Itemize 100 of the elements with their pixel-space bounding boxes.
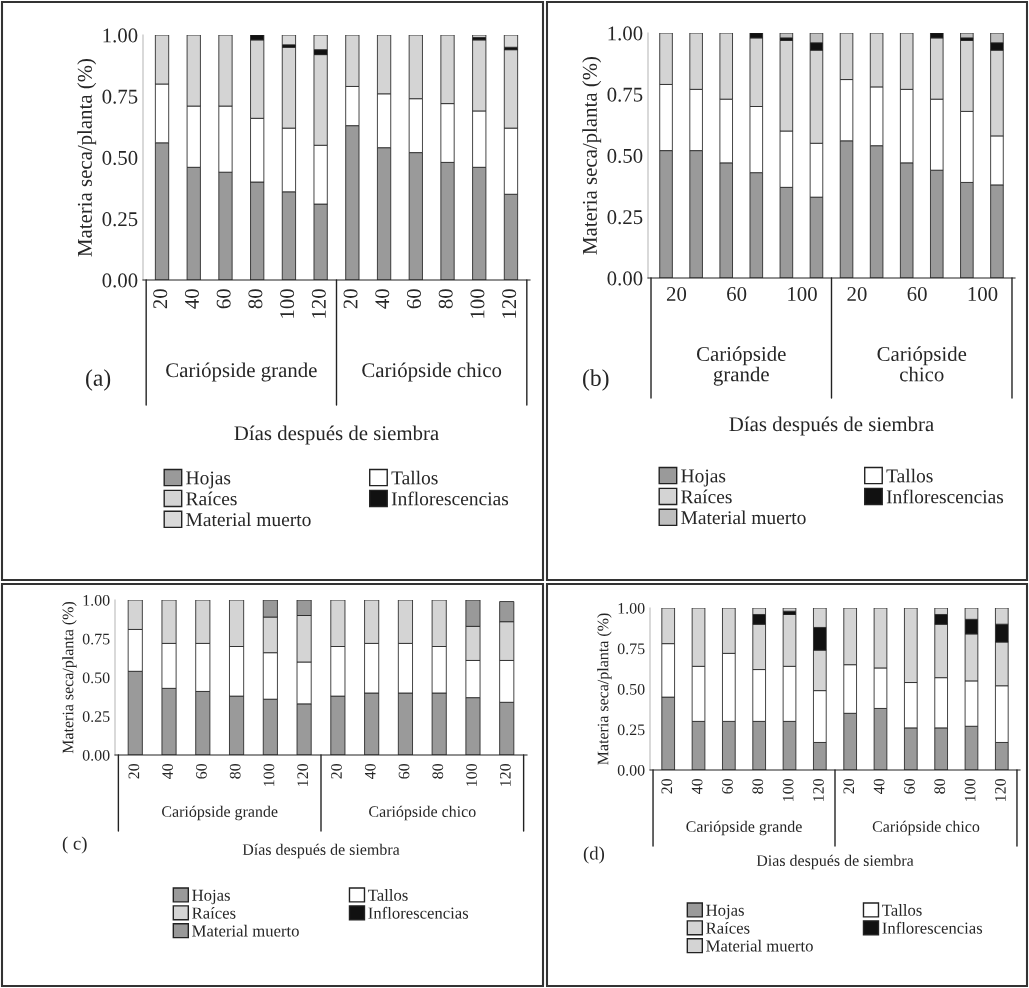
legend-label: Tallos (886, 468, 933, 483)
legend-label: Hojas (186, 471, 231, 489)
x-tick-label: 20 (153, 289, 168, 309)
x-tick-label: 20 (331, 763, 342, 779)
x-tick-label: 20 (847, 286, 867, 301)
text: (d) (583, 846, 605, 864)
legend-label: Raíces (192, 906, 236, 919)
y-tick-label: 0.75 (617, 643, 645, 655)
x-tick-label: 120 (311, 289, 326, 318)
legend-label: Hojas (681, 469, 726, 487)
y-axis-title: Materia seca/planta (%) (62, 601, 77, 754)
text: Cariópside chico (362, 362, 502, 382)
legend-label: Raíces (186, 491, 237, 506)
legend-label: Tallos (882, 904, 922, 916)
x-tick-label: 40 (162, 763, 174, 779)
legend-label: Raíces (706, 921, 750, 934)
y-tick-label: 0.00 (617, 764, 645, 776)
bar (313, 35, 328, 51)
x-tick-label: 40 (364, 763, 376, 779)
x-tick-label: 100 (788, 286, 817, 301)
y-axis-title: Materia seca/planta (%) (77, 58, 97, 257)
x-tick-label: 40 (184, 289, 199, 309)
x-tick-label: 60 (196, 763, 207, 779)
y-tick-label: 0.50 (617, 683, 645, 695)
x-tick-label: 120 (995, 778, 1006, 801)
legend-label: Material muerto (706, 939, 813, 952)
text: (a) (86, 369, 111, 391)
y-tick-label: 0.25 (607, 210, 643, 225)
x-tick-label: 80 (438, 289, 453, 309)
x-tick-label: 100 (968, 286, 998, 301)
y-tick-label: 0.75 (607, 87, 643, 102)
x-tick-label: 100 (964, 778, 976, 801)
x-tick-label: 100 (263, 763, 275, 786)
legend-label: Tallos (368, 889, 408, 901)
y-tick-label: 0.75 (82, 633, 110, 645)
bar (960, 33, 974, 39)
legend-label: Material muerto (186, 512, 311, 527)
y-tick-label: 0.50 (607, 148, 643, 164)
legend-label: Inflorescencias (368, 906, 469, 919)
legend-label: Tallos (391, 470, 438, 485)
x-tick-label: 80 (934, 778, 946, 794)
x-axis-title: Días después de siembra (242, 843, 400, 859)
x-tick-label: 60 (406, 289, 422, 309)
y-axis-title: Materia seca/planta (%) (597, 613, 612, 765)
y-tick-label: 0.25 (82, 711, 110, 723)
x-tick-label: 60 (398, 763, 410, 779)
bar (503, 35, 519, 48)
x-tick-label: 80 (248, 289, 263, 309)
legend-label: Inflorescencias (391, 491, 509, 506)
x-tick-label: 60 (216, 289, 231, 309)
x-tick-label: 40 (691, 778, 703, 794)
text: Cariópside grande (696, 346, 786, 386)
text: Cariópside chico (369, 805, 476, 821)
bar (281, 35, 296, 46)
text: Cariópside grande (166, 362, 317, 382)
x-tick-label: 100 (782, 778, 794, 801)
x-tick-label: 120 (499, 763, 511, 786)
y-tick-label: 1.00 (618, 602, 645, 614)
x-tick-label: 20 (843, 778, 855, 794)
y-tick-label: 0.75 (102, 89, 138, 104)
text: Cariópside chico (877, 346, 967, 382)
x-tick-label: 20 (666, 286, 687, 301)
x-tick-label: 40 (375, 289, 390, 309)
y-tick-label: 0.25 (102, 212, 138, 227)
legend-label: Inflorescencias (886, 489, 1004, 504)
x-tick-label: 60 (907, 286, 927, 301)
bar (779, 33, 794, 39)
y-axis-title: Materia seca/planta (%) (582, 56, 602, 255)
y-tick-label: 0.50 (82, 672, 110, 684)
legend-label: Inflorescencias (882, 921, 983, 934)
x-axis-title: Días después de siembra (729, 416, 934, 436)
x-tick-label: 120 (813, 778, 824, 801)
legend-label: Raíces (681, 489, 732, 504)
x-tick-label: 20 (343, 289, 358, 309)
x-tick-label: 100 (470, 289, 485, 318)
x-axis-title: Días después de siembra (234, 425, 439, 445)
text: Cariópside chico (872, 820, 980, 836)
y-tick-label: 0.00 (607, 271, 643, 286)
y-tick-label: 1.00 (103, 28, 138, 43)
y-tick-label: 0.00 (82, 749, 110, 761)
y-tick-label: 0.00 (102, 273, 138, 288)
legend-label: Material muerto (192, 924, 299, 937)
legend-label: Material muerto (681, 510, 806, 525)
x-tick-label: 20 (128, 763, 140, 779)
x-tick-label: 80 (229, 763, 241, 779)
text: Cariópside grande (686, 820, 802, 836)
y-tick-label: 1.00 (83, 594, 110, 606)
text: ( c) (62, 836, 87, 854)
x-tick-label: 120 (502, 289, 517, 318)
x-tick-label: 80 (752, 778, 764, 794)
x-tick-label: 100 (466, 763, 477, 786)
x-tick-label: 80 (432, 763, 444, 779)
x-tick-label: 40 (873, 778, 885, 794)
x-tick-label: 60 (904, 778, 915, 794)
x-tick-label: 20 (661, 778, 673, 794)
legend-label: Hojas (706, 904, 744, 920)
legend-label: Hojas (192, 889, 230, 905)
x-tick-label: 120 (297, 763, 309, 786)
x-axis-title: Dias después de siembra (756, 854, 914, 870)
x-tick-label: 100 (280, 289, 295, 318)
